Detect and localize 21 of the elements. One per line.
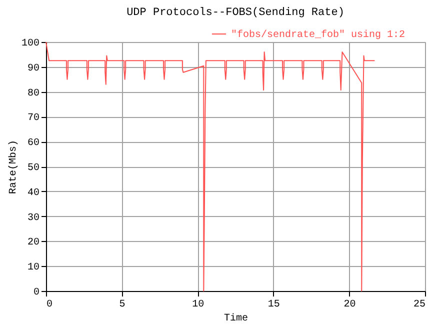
y-tick-label: 20 — [27, 238, 40, 249]
x-tick-label: 20 — [344, 300, 356, 310]
chart-title: UDP Protocols--FOBS(Sending Rate) — [126, 7, 344, 19]
y-tick-label: 80 — [27, 88, 40, 100]
x-tick-label: 0 — [46, 300, 53, 310]
y-tick-label: 60 — [27, 138, 40, 150]
y-tick-label: 10 — [27, 262, 40, 274]
x-tick-label: 5 — [119, 300, 126, 310]
x-tick-label: 25 — [413, 300, 426, 310]
y-tick-label: 40 — [27, 188, 40, 199]
x-axis-title: Time — [224, 312, 248, 324]
x-tick-label: 10 — [192, 300, 204, 310]
x-tick-label: 15 — [268, 300, 280, 310]
y-tick-label: 0 — [33, 288, 40, 298]
y-tick-label: 70 — [27, 113, 40, 124]
y-tick-label: 50 — [27, 163, 40, 174]
y-tick-label: 100 — [21, 38, 40, 50]
legend-label: "fobs/sendrate_fob" using 1:2 — [231, 29, 406, 41]
y-tick-label: 30 — [27, 212, 40, 224]
y-axis-title: Rate(Mbs) — [7, 140, 20, 194]
y-tick-label: 90 — [27, 63, 40, 74]
